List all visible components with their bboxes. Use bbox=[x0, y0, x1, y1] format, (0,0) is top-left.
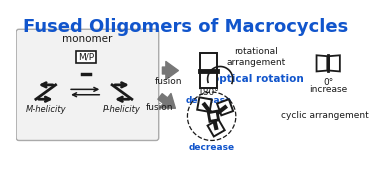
Text: P-helicity: P-helicity bbox=[103, 105, 141, 114]
Bar bbox=[200, 70, 217, 88]
Polygon shape bbox=[208, 119, 225, 137]
Text: 180°: 180° bbox=[198, 88, 220, 97]
Text: decrease: decrease bbox=[189, 143, 235, 152]
Text: optical rotation: optical rotation bbox=[212, 75, 304, 85]
Text: cyclic arrangement: cyclic arrangement bbox=[281, 111, 369, 120]
Text: fusion: fusion bbox=[155, 77, 182, 86]
Text: fusion: fusion bbox=[146, 103, 174, 112]
Polygon shape bbox=[208, 111, 218, 121]
Text: M-helicity: M-helicity bbox=[25, 105, 66, 114]
Text: rotational
arrangement: rotational arrangement bbox=[227, 47, 286, 67]
Bar bbox=[76, 51, 96, 63]
FancyArrowPatch shape bbox=[163, 61, 178, 80]
Text: 0°: 0° bbox=[323, 78, 333, 87]
Text: decrease: decrease bbox=[186, 96, 232, 105]
Text: monomer: monomer bbox=[62, 34, 113, 44]
Polygon shape bbox=[329, 55, 340, 71]
Text: increase: increase bbox=[309, 85, 347, 94]
Text: M/P: M/P bbox=[78, 53, 94, 62]
Polygon shape bbox=[316, 55, 327, 71]
Text: Fused Oligomers of Macrocycles: Fused Oligomers of Macrocycles bbox=[23, 18, 348, 36]
Bar bbox=[200, 53, 217, 70]
Polygon shape bbox=[217, 99, 233, 115]
FancyBboxPatch shape bbox=[16, 29, 159, 140]
Polygon shape bbox=[197, 97, 212, 112]
FancyArrowPatch shape bbox=[158, 93, 175, 108]
